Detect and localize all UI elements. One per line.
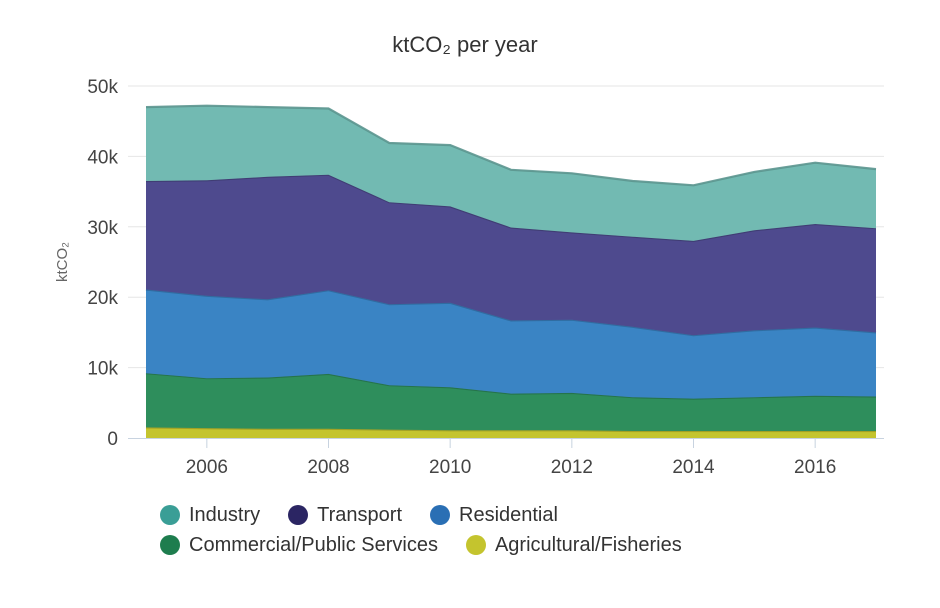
legend-marker-icon bbox=[430, 505, 450, 525]
legend-marker-icon bbox=[160, 535, 180, 555]
legend-row: Commercial/Public Services Agricultural/F… bbox=[160, 530, 920, 560]
y-tick-label: 0 bbox=[107, 429, 118, 450]
x-tick-label: 2016 bbox=[794, 457, 836, 478]
y-tick-label: 30k bbox=[87, 218, 118, 239]
legend: Industry Transport Residential Commercial/P… bbox=[160, 500, 920, 560]
legend-marker-icon bbox=[160, 505, 180, 525]
legend-marker-icon bbox=[465, 535, 486, 555]
y-tick-label: 50k bbox=[87, 77, 118, 98]
area-commercial-public-services bbox=[146, 373, 876, 431]
series-line bbox=[145, 104, 877, 187]
legend-label: Agricultural/Fisheries bbox=[494, 533, 682, 556]
legend-item-residential[interactable]: Residential bbox=[430, 504, 558, 527]
area-chart: ktCO₂ per year ktCO₂ 0 10k 20k 30k 40k 50k 200… bbox=[54, 32, 884, 478]
x-tick-label: 2006 bbox=[186, 457, 228, 478]
x-tick-label: 2008 bbox=[307, 457, 349, 478]
x-tick-label: 2012 bbox=[551, 457, 593, 478]
legend-label: Transport bbox=[317, 503, 402, 526]
y-tick-label: 40k bbox=[87, 147, 118, 168]
chart-title: ktCO₂ per year bbox=[392, 32, 537, 57]
axes: 0 10k 20k 30k 40k 50k 2006 2008 2010 2012 2014 2016 bbox=[87, 77, 884, 478]
area-industry bbox=[146, 105, 876, 241]
y-axis-label: ktCO₂ bbox=[54, 242, 71, 282]
area-agricultural-fisheries bbox=[146, 427, 876, 438]
legend-row: Industry Transport Residential bbox=[160, 500, 920, 530]
legend-item-transport[interactable]: Transport bbox=[288, 504, 402, 527]
area-residential bbox=[146, 289, 876, 399]
legend-item-commercial-public-services[interactable]: Commercial/Public Services bbox=[160, 534, 438, 557]
legend-marker-icon bbox=[288, 505, 309, 525]
legend-item-industry[interactable]: Industry bbox=[160, 504, 260, 527]
area-series bbox=[145, 104, 877, 438]
legend-item-agricultural-fisheries[interactable]: Agricultural/Fisheries bbox=[465, 533, 682, 557]
legend-label: Residential bbox=[459, 503, 558, 526]
x-tick-label: 2014 bbox=[672, 457, 715, 478]
y-tick-label: 20k bbox=[87, 288, 118, 309]
x-tick-label: 2010 bbox=[429, 457, 471, 478]
area-transport bbox=[146, 174, 876, 336]
y-tick-label: 10k bbox=[87, 359, 118, 380]
legend-label: Industry bbox=[189, 503, 261, 526]
legend-label: Commercial/Public Services bbox=[189, 533, 438, 556]
